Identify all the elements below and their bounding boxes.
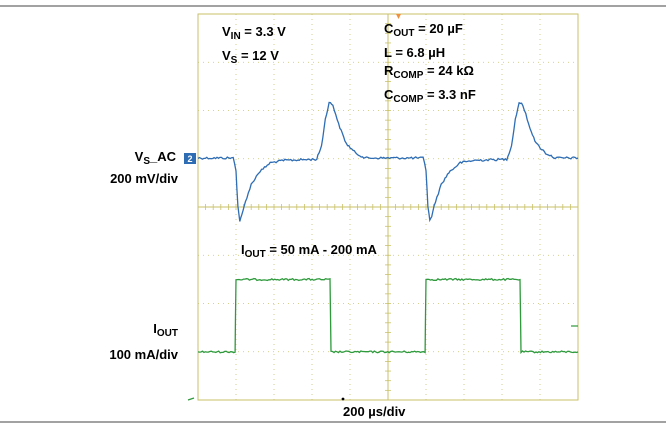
vs-scale-label: 200 mV/div [110,171,178,186]
ch2-marker-box [184,153,196,164]
rcomp-label: RCOMP = 24 kΩ [384,63,474,81]
time-ref-dot [341,397,345,401]
trace-iout [197,277,579,355]
inductance-label: L = 6.8 µH [384,45,446,60]
ch2-marker: 2 [184,153,196,164]
trace-vs-ac [197,101,579,223]
vin-label: VIN = 3.3 V [222,24,286,42]
vs-channel-label: VS_AC [134,149,176,167]
vs-label: VS = 12 V [222,48,279,66]
trigger-marker [396,14,401,19]
traces [197,101,579,355]
time-scale-label: 200 µs/div [343,404,406,419]
cout-label: COUT = 20 µF [384,21,463,39]
load-step-label: IOUT = 50 mA - 200 mA [241,242,377,260]
ch2-marker-label: 2 [187,154,192,164]
iout-scale-label: 100 mA/div [109,347,178,362]
left-ref-marker [187,397,195,401]
iout-channel-label: IOUT [153,321,178,339]
ccomp-label: CCOMP = 3.3 nF [384,87,476,105]
